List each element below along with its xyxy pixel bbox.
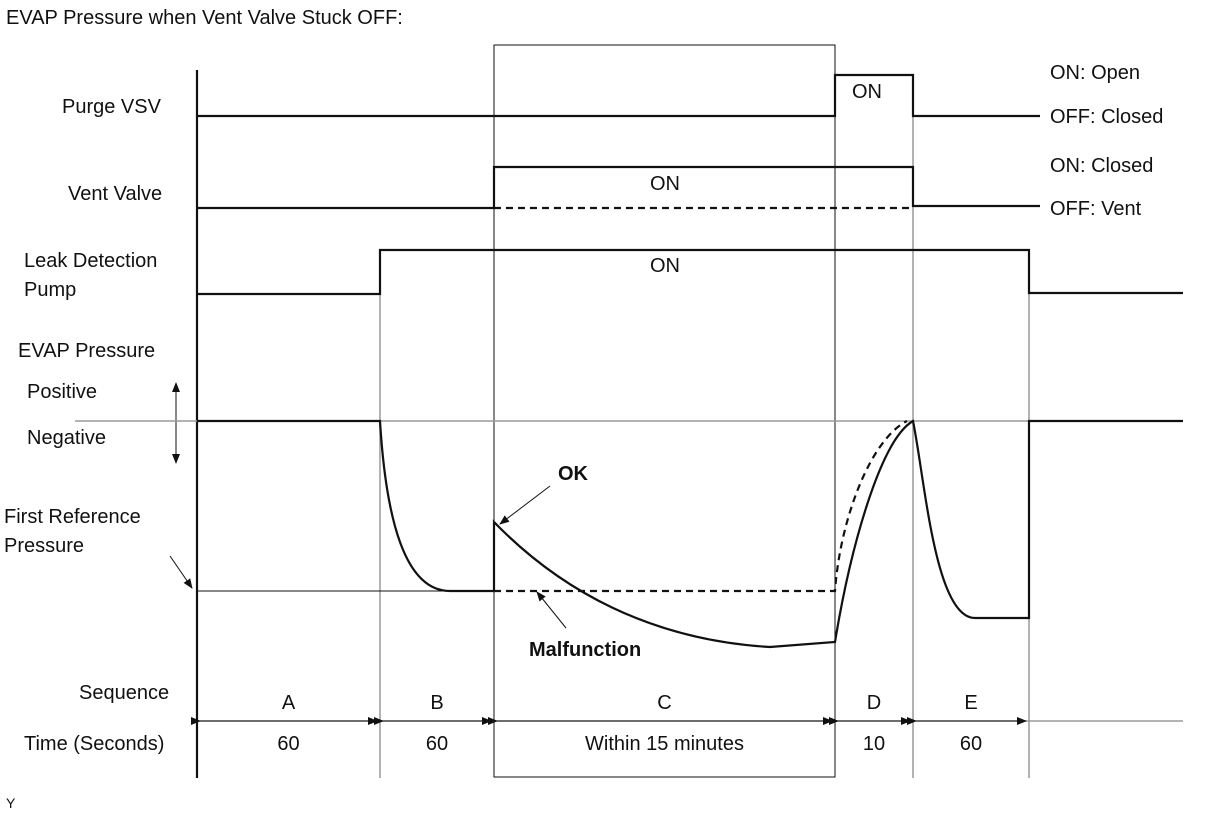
phase-time-b: 60 (426, 733, 448, 755)
time-label: Time (Seconds) (24, 733, 164, 755)
malfunction-label: Malfunction (529, 639, 641, 661)
purge-vsv-on: ON (852, 81, 882, 103)
malfunction-arrow (536, 591, 567, 629)
purge-vsv-label: Purge VSV (62, 96, 162, 118)
sequence-label: Sequence (79, 682, 169, 704)
first-reference-label-1: First Reference (4, 506, 141, 528)
purge-vsv-state-off: OFF: Closed (1050, 106, 1163, 128)
leak-pump-trace (197, 248, 1183, 296)
vent-valve-state-on: ON: Closed (1050, 155, 1153, 177)
phase-letter-e: E (964, 692, 977, 714)
phase-time-a: 60 (277, 733, 299, 755)
phase-time-c: Within 15 minutes (585, 733, 744, 755)
positive-label: Positive (27, 381, 97, 403)
ok-arrow (499, 485, 551, 525)
sequence-phases: A 60 B 60 C Within 15 minutes D 10 E 60 (191, 692, 1027, 755)
phase-c-frame (493, 44, 836, 778)
vent-valve-trace (197, 165, 1040, 210)
leak-pump-label-1: Leak Detection (24, 250, 157, 272)
phase-letter-d: D (867, 692, 881, 714)
arrow-down-icon (172, 454, 180, 464)
arrow-up-icon (172, 382, 180, 392)
vent-valve-on: ON (650, 173, 680, 195)
phase-letter-a: A (282, 692, 296, 714)
phase-time-e: 60 (960, 733, 982, 755)
vent-valve-state-off: OFF: Vent (1050, 198, 1142, 220)
purge-vsv-trace (197, 73, 1040, 118)
ok-label: OK (558, 463, 589, 485)
first-reference-arrow (169, 555, 193, 589)
diagram-title: EVAP Pressure when Vent Valve Stuck OFF: (6, 7, 403, 29)
evap-pressure-label: EVAP Pressure (18, 340, 155, 362)
negative-label: Negative (27, 427, 106, 449)
evap-pressure-malfunction-trace (494, 420, 908, 593)
phase-time-d: 10 (863, 733, 885, 755)
first-reference-label-2: Pressure (4, 535, 84, 557)
leak-pump-label-2: Pump (24, 279, 76, 301)
evap-pressure-trace (197, 419, 1183, 649)
vent-valve-label: Vent Valve (68, 183, 162, 205)
phase-letter-b: B (430, 692, 443, 714)
leak-pump-on: ON (650, 255, 680, 277)
phase-letter-c: C (657, 692, 671, 714)
purge-vsv-state-on: ON: Open (1050, 62, 1140, 84)
footer-mark: Y (6, 795, 16, 811)
